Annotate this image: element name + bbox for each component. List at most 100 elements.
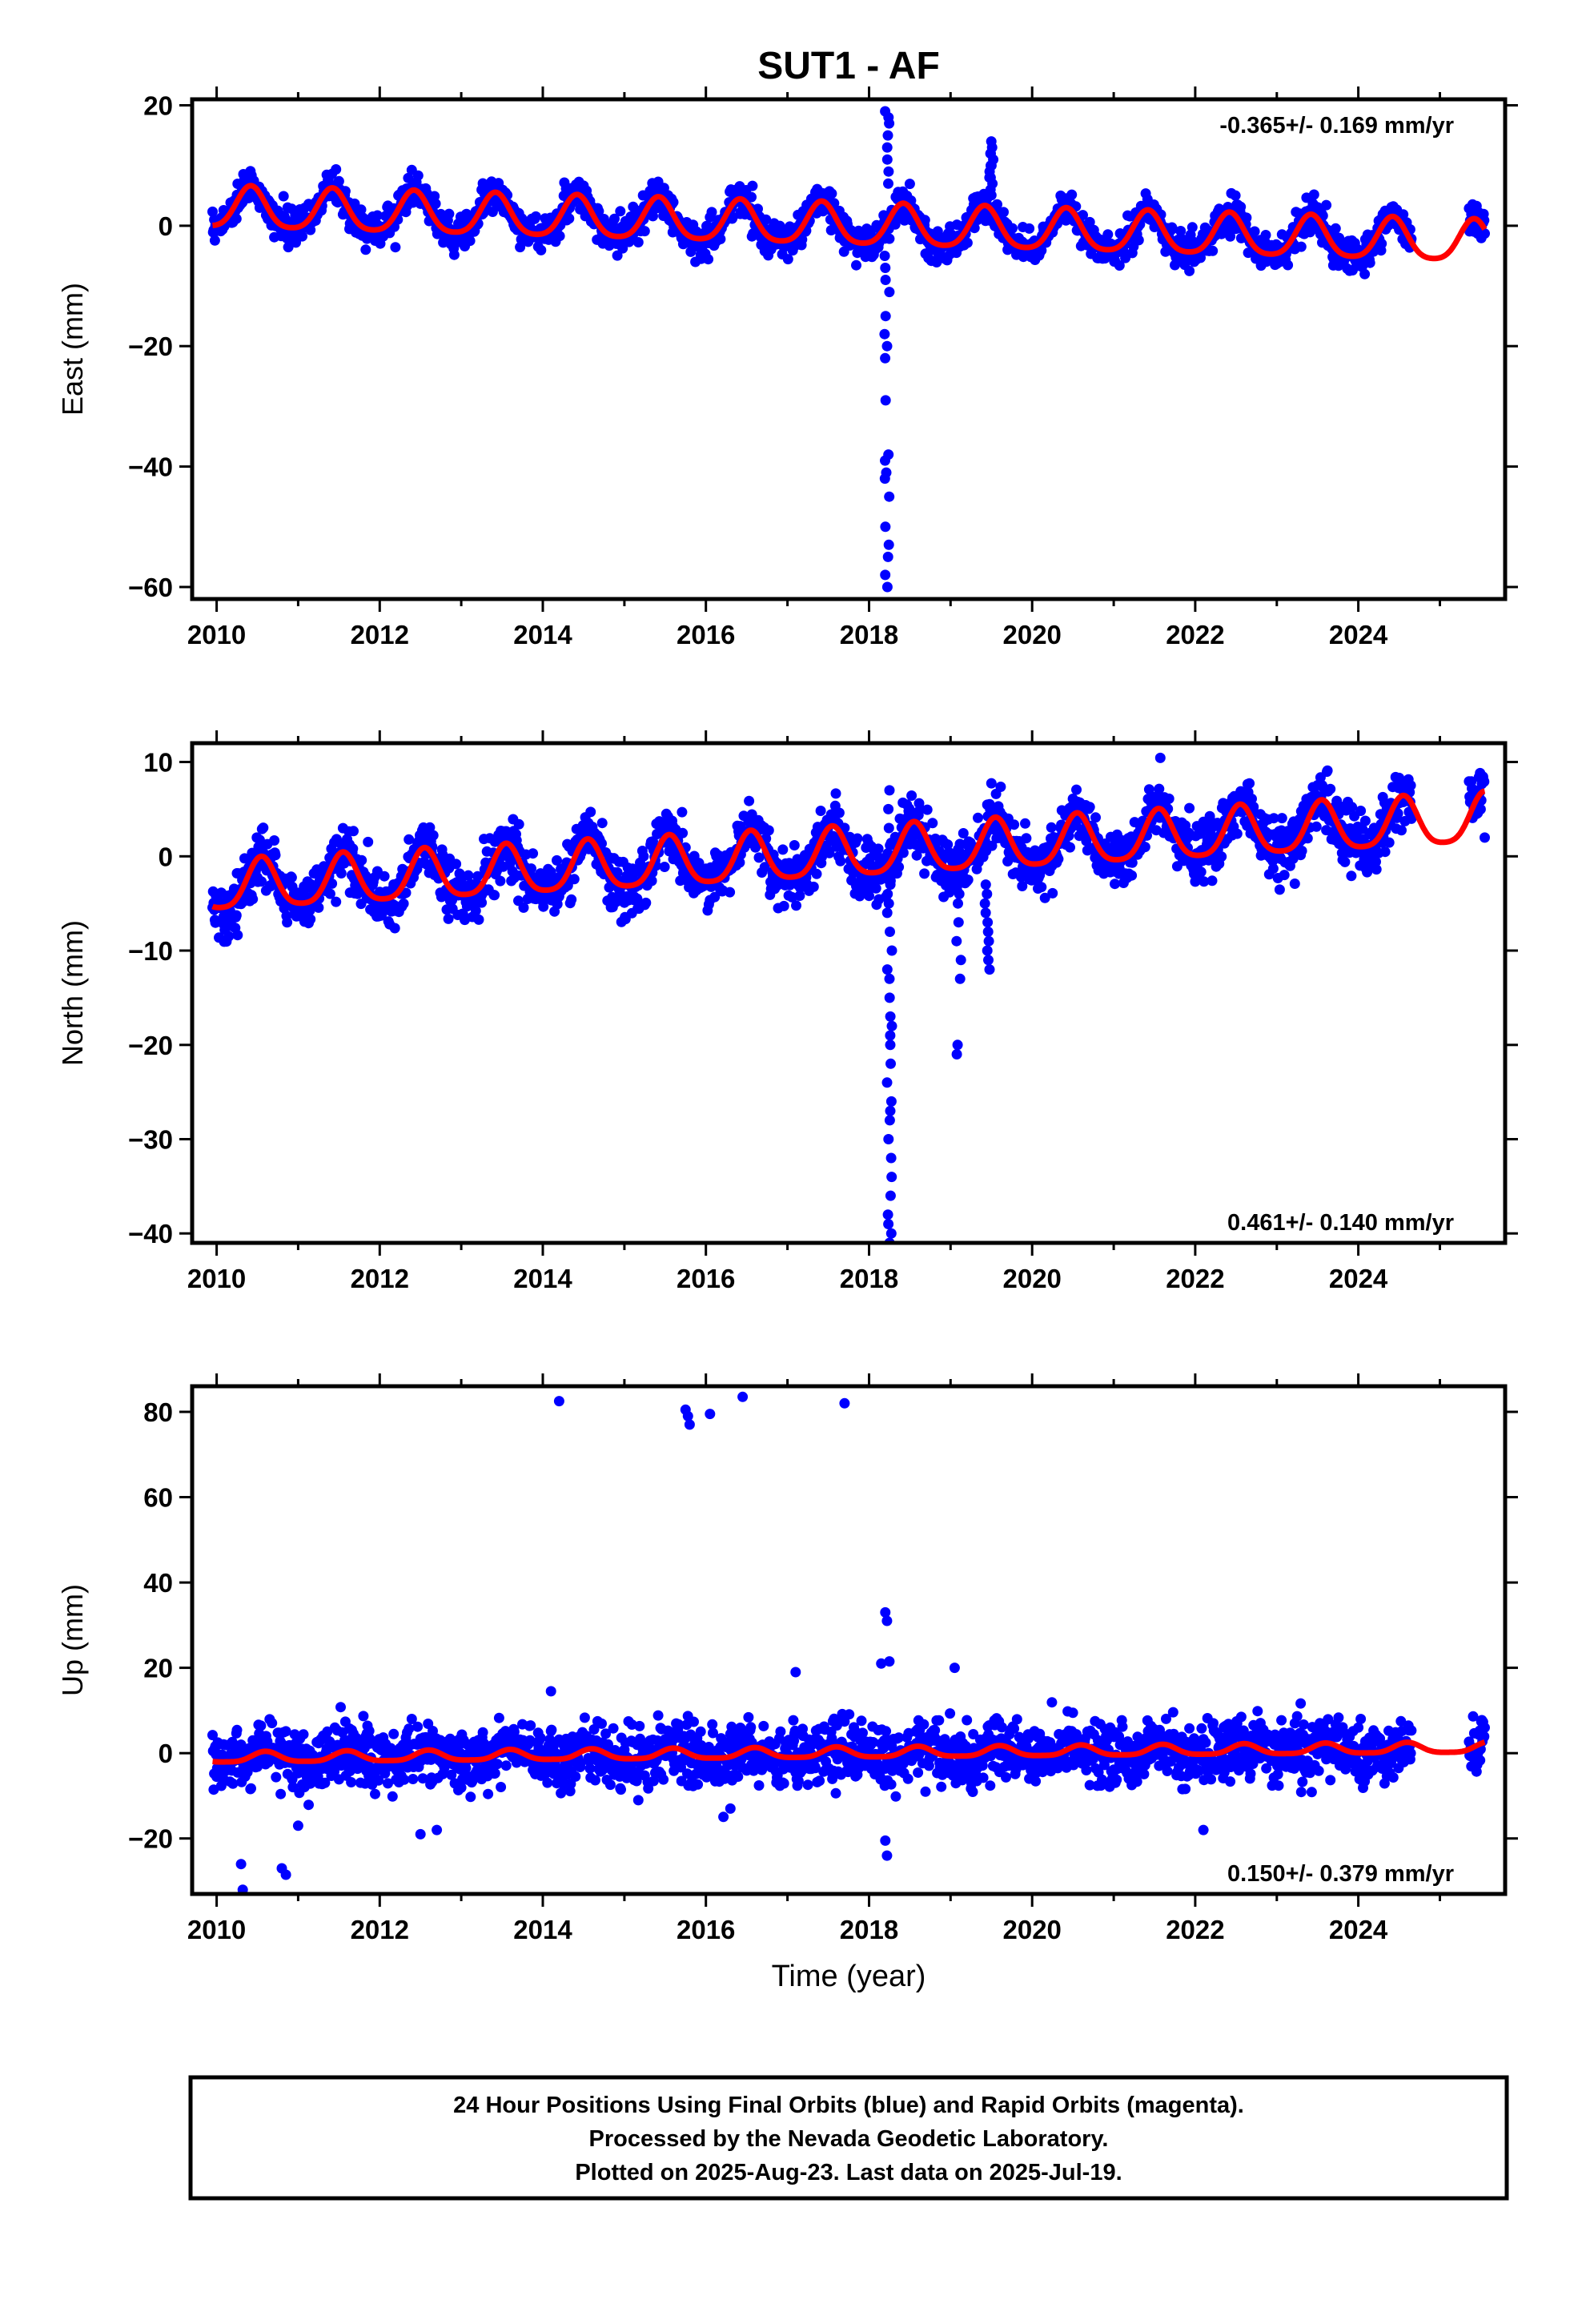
- data-point-north-1858: [1289, 879, 1300, 889]
- data-point-north-807: [677, 827, 689, 838]
- data-point-up-165: [303, 1799, 314, 1811]
- data-point-north-2106: [881, 964, 893, 975]
- y-tick-label-east-3: −40: [128, 452, 173, 482]
- x-tick-label-east-2020: 2020: [1002, 620, 1061, 649]
- data-point-north-167: [304, 905, 315, 916]
- data-point-east-353: [412, 170, 424, 181]
- data-point-north-1002: [791, 900, 801, 911]
- data-point-up-495: [496, 1782, 507, 1792]
- scatter-east: [207, 106, 1490, 593]
- data-point-east-2124: [986, 160, 996, 171]
- data-point-north-2121: [951, 935, 962, 947]
- data-point-north-776: [659, 862, 670, 872]
- x-tick-label-east-2024: 2024: [1329, 620, 1388, 649]
- data-point-east-663: [593, 206, 604, 217]
- plot-frame-east: [190, 97, 1508, 601]
- data-point-north-2132: [979, 898, 990, 909]
- data-point-north-526: [513, 818, 524, 830]
- data-point-up-489: [492, 1759, 503, 1770]
- data-point-north-981: [778, 900, 789, 911]
- data-point-north-2133: [982, 888, 993, 899]
- data-point-east-1402: [1024, 223, 1035, 234]
- data-point-east-2108: [881, 154, 893, 165]
- data-point-east-988: [782, 254, 793, 265]
- data-point-east-1869: [1295, 241, 1307, 252]
- data-point-east-555: [530, 211, 541, 222]
- data-point-east-1475: [1066, 189, 1078, 200]
- data-point-up-156: [298, 1729, 309, 1740]
- data-point-east-2088: [880, 569, 891, 581]
- data-point-north-1314: [973, 812, 983, 823]
- data-point-east-950: [761, 214, 772, 225]
- data-point-north-1506: [1084, 802, 1095, 813]
- data-point-north-2123: [953, 898, 963, 909]
- data-point-north-108: [270, 850, 281, 861]
- data-point-north-1297: [962, 875, 974, 886]
- data-point-north-1780: [1244, 778, 1255, 789]
- data-point-north-2109: [881, 907, 893, 919]
- data-point-north-5: [210, 917, 221, 928]
- data-point-east-1732: [1216, 228, 1227, 239]
- data-point-north-136: [286, 872, 297, 883]
- data-point-east-2091: [880, 521, 891, 533]
- data-point-north-212: [331, 896, 342, 907]
- data-point-north-2107: [886, 945, 897, 956]
- data-point-east-1063: [826, 188, 837, 199]
- data-point-east-0: [207, 206, 218, 217]
- data-point-east-1912: [1321, 199, 1332, 211]
- data-point-north-1919: [1325, 783, 1336, 794]
- data-point-north-2013: [1379, 846, 1391, 858]
- data-point-east-2086: [1480, 228, 1490, 239]
- data-point-north-1076: [833, 807, 845, 818]
- data-point-east-1987: [1364, 257, 1375, 268]
- data-point-north-999: [789, 840, 800, 850]
- data-point-up-35: [227, 1778, 239, 1789]
- data-point-north-2119: [954, 973, 966, 984]
- data-point-up-117: [275, 1788, 287, 1799]
- data-point-north-2131: [980, 907, 991, 919]
- data-point-north-2110: [883, 898, 894, 909]
- data-point-east-1590: [1133, 235, 1144, 246]
- data-point-east-2110: [882, 130, 893, 141]
- x-tick-label-north-2022: 2022: [1166, 1264, 1224, 1293]
- data-point-north-1107: [852, 833, 863, 844]
- data-point-north-1821: [1267, 863, 1279, 875]
- data-point-north-2104: [884, 992, 895, 1003]
- panel-up: 2010 2012 2014 2016 2018 2020 2022 202480604020…: [56, 1373, 1518, 1944]
- data-point-north-2112: [885, 879, 896, 891]
- y-tick-label-east-2: −20: [128, 332, 173, 361]
- data-point-east-212: [331, 164, 342, 175]
- data-point-north-1642: [1163, 793, 1174, 804]
- data-point-north-484: [489, 890, 500, 901]
- data-point-north-2088: [885, 1228, 897, 1239]
- data-point-east-406: [444, 208, 455, 219]
- data-point-east-1105: [851, 259, 861, 271]
- data-point-north-1516: [1090, 812, 1101, 823]
- data-point-north-740: [638, 850, 649, 862]
- x-tick-label-east-2018: 2018: [840, 620, 898, 649]
- data-point-up-485: [489, 1767, 500, 1779]
- data-point-east-1775: [1241, 212, 1252, 223]
- data-point-north-2128: [983, 935, 994, 947]
- data-point-north-2020: [1383, 837, 1395, 848]
- data-point-north-616: [566, 894, 577, 905]
- data-point-east-695: [612, 250, 623, 261]
- data-point-north-313: [389, 923, 400, 934]
- x-tick-label-east-2022: 2022: [1166, 620, 1224, 649]
- data-point-north-2041: [1396, 825, 1407, 836]
- data-point-up-464: [477, 1727, 488, 1738]
- data-point-east-1358: [998, 207, 1009, 218]
- data-point-north-1423: [1036, 882, 1047, 893]
- data-point-north-2118: [952, 1039, 963, 1051]
- data-point-east-2044: [1398, 209, 1409, 220]
- data-point-east-415: [448, 249, 460, 260]
- data-point-north-295: [379, 870, 390, 882]
- data-point-north-256: [356, 854, 367, 866]
- data-point-up-344: [408, 1774, 419, 1784]
- data-point-east-2125: [984, 172, 995, 183]
- data-point-north-2122: [953, 917, 964, 928]
- data-point-north-2115: [883, 803, 894, 814]
- data-point-north-1442: [1047, 887, 1058, 899]
- data-point-north-405: [443, 913, 454, 924]
- data-point-north-2099: [885, 1058, 896, 1069]
